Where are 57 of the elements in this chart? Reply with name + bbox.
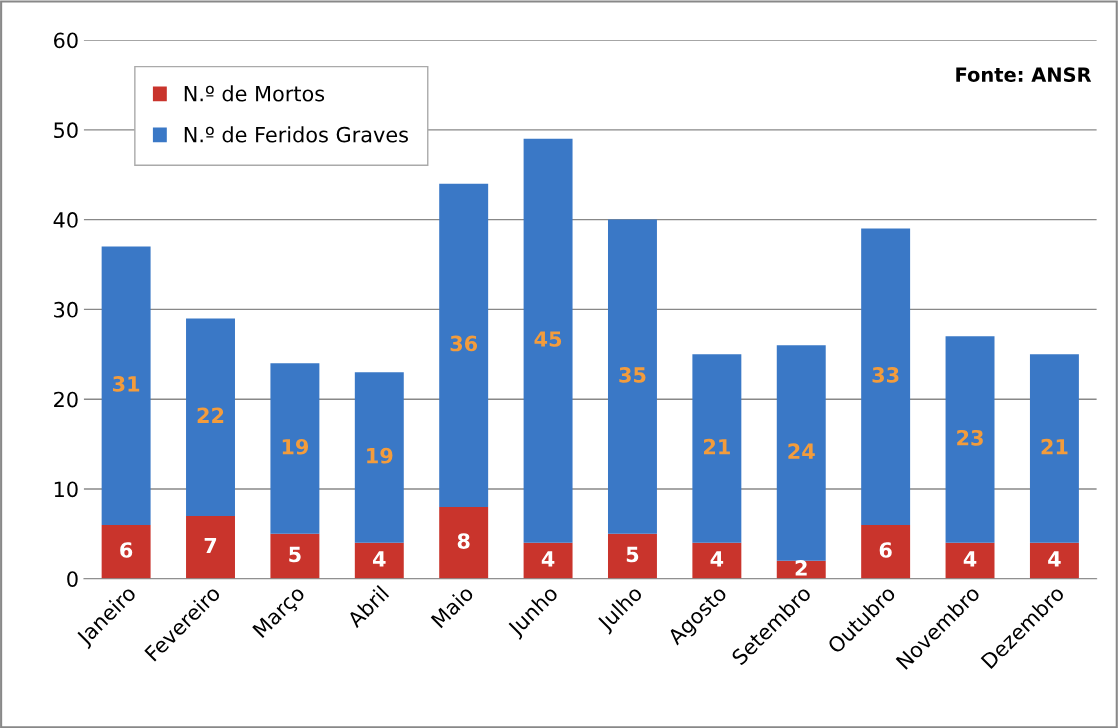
bar: [1029, 542, 1079, 579]
data-label: 24: [788, 443, 815, 459]
data-label: 6: [879, 542, 892, 558]
data-label: 45: [534, 331, 562, 347]
data-label: 4: [710, 551, 724, 567]
bar: [776, 345, 826, 561]
y-tick-label: 0: [67, 571, 78, 587]
data-label: 33: [872, 367, 899, 383]
y-tick-label: 60: [54, 32, 78, 49]
data-label: 19: [282, 438, 309, 455]
bar: [186, 515, 235, 579]
data-label: 4: [541, 551, 555, 567]
data-label: 2: [795, 560, 807, 576]
bar: [270, 533, 320, 579]
y-tick-label: 50: [54, 122, 78, 139]
data-label: 4: [372, 551, 386, 567]
legend-label: N.º de Mortos: [184, 85, 325, 102]
data-label: 36: [450, 335, 478, 352]
legend-label: N.º de Feridos Graves: [184, 126, 408, 143]
y-tick-label: 40: [53, 212, 78, 228]
bar: [945, 542, 995, 579]
bar: [523, 542, 573, 579]
bar: [270, 363, 320, 534]
data-label: 23: [957, 429, 983, 446]
annotation: Fonte: ANSR: [956, 67, 1092, 83]
bar: [692, 354, 742, 543]
data-label: 31: [113, 376, 140, 392]
y-tick-label: 30: [54, 301, 78, 318]
data-label: 7: [204, 537, 217, 554]
data-label: 4: [963, 551, 977, 567]
bar: [354, 372, 404, 543]
bar: [101, 246, 151, 525]
bar: [439, 506, 489, 579]
data-label: 5: [626, 546, 639, 563]
data-label: 5: [289, 546, 301, 563]
data-label: 19: [367, 447, 393, 464]
bar: [607, 219, 657, 534]
bar: [439, 183, 489, 507]
data-label: 35: [619, 367, 646, 383]
bar: [1029, 354, 1079, 543]
data-label: 4: [1048, 551, 1061, 567]
data-label: 8: [457, 533, 470, 549]
bar: [945, 336, 995, 543]
y-tick-label: 20: [54, 391, 78, 408]
data-label: 21: [1041, 438, 1068, 455]
bar: [186, 318, 235, 516]
data-label: 6: [120, 542, 133, 558]
bar: [607, 533, 657, 579]
data-label: 21: [704, 438, 730, 455]
y-tick-label: 10: [54, 481, 78, 498]
bar: [354, 542, 404, 579]
bar: [861, 228, 911, 525]
data-label: 22: [197, 407, 224, 423]
bar: [101, 524, 151, 579]
bar: [861, 524, 911, 579]
bar: [523, 138, 573, 543]
bar: [692, 542, 742, 579]
